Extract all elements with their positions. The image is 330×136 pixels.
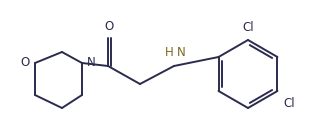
Text: N: N [87, 56, 96, 69]
Text: H: H [165, 46, 174, 59]
Text: N: N [177, 46, 186, 59]
Text: Cl: Cl [283, 97, 295, 110]
Text: O: O [21, 56, 30, 69]
Text: O: O [104, 20, 114, 33]
Text: Cl: Cl [242, 21, 254, 34]
